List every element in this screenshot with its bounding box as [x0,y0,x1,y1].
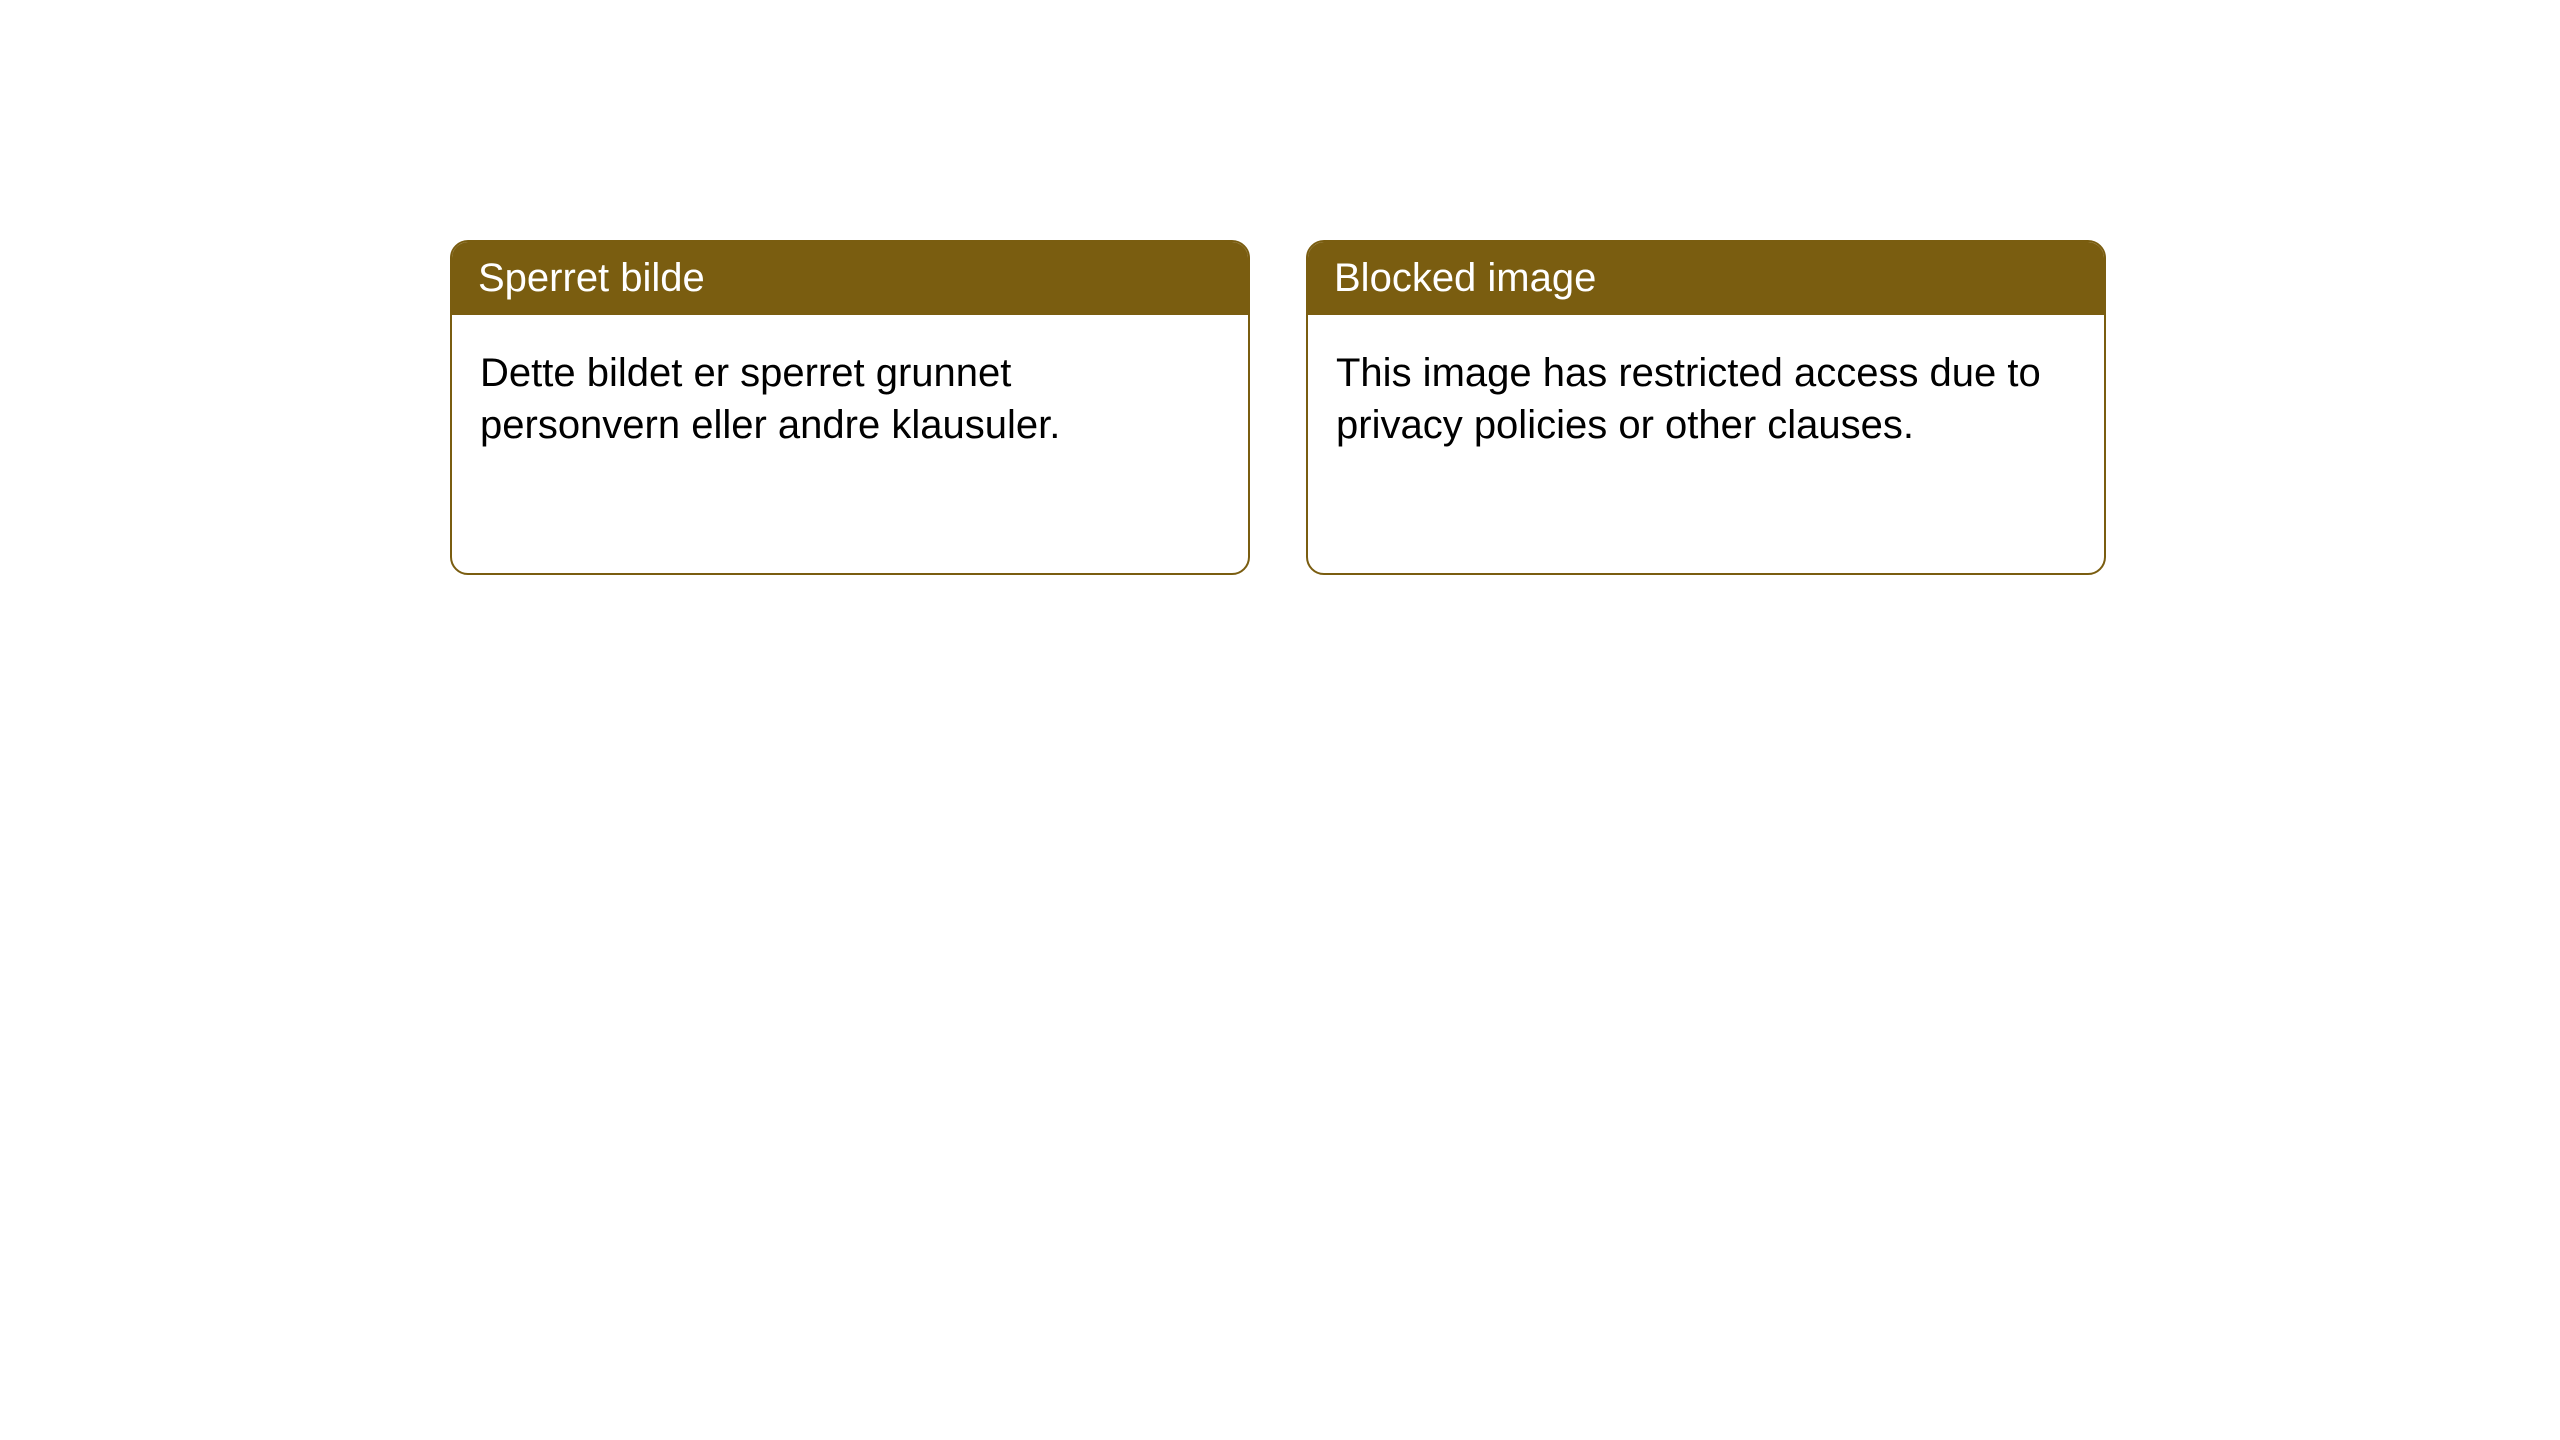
notice-box-english: Blocked image This image has restricted … [1306,240,2106,575]
notice-box-norwegian: Sperret bilde Dette bildet er sperret gr… [450,240,1250,575]
notice-body: Dette bildet er sperret grunnet personve… [452,315,1248,483]
notice-header: Sperret bilde [452,242,1248,315]
notice-header: Blocked image [1308,242,2104,315]
notice-title: Sperret bilde [478,256,705,300]
notice-container: Sperret bilde Dette bildet er sperret gr… [450,240,2106,575]
notice-body-text: Dette bildet er sperret grunnet personve… [480,351,1060,447]
notice-body-text: This image has restricted access due to … [1336,351,2041,447]
notice-title: Blocked image [1334,256,1596,300]
notice-body: This image has restricted access due to … [1308,315,2104,483]
